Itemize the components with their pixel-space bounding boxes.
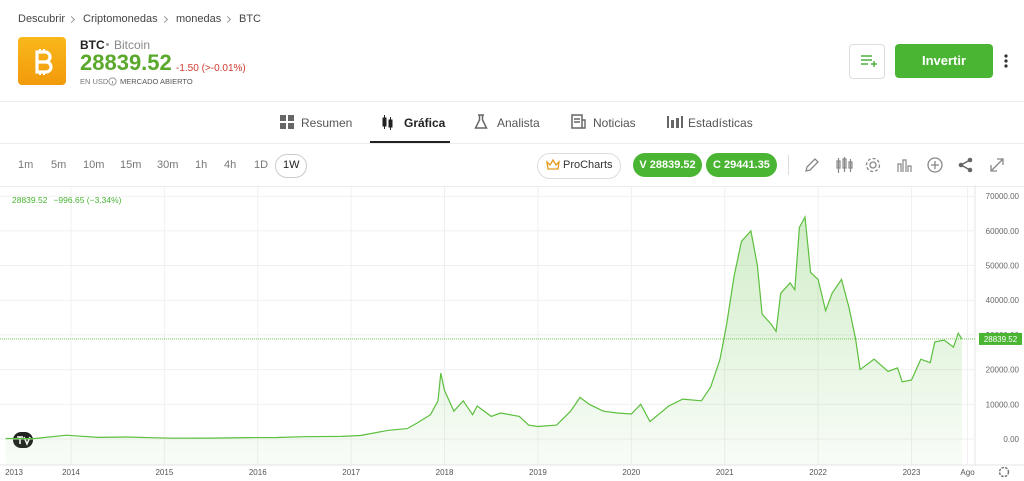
x-tick-label: Ago bbox=[960, 468, 975, 477]
divider bbox=[0, 143, 1024, 144]
area-fill bbox=[5, 217, 962, 465]
crown-icon bbox=[546, 159, 560, 170]
timeframe[interactable]: 10m bbox=[83, 159, 105, 171]
market-status: MERCADO ABIERTO bbox=[120, 77, 193, 86]
breadcrumb-item[interactable]: Descubrir bbox=[18, 13, 66, 25]
x-tick-label: 2016 bbox=[249, 468, 267, 477]
breadcrumb-separator bbox=[67, 15, 76, 24]
buy-button[interactable]: C 29441.35 bbox=[706, 153, 777, 177]
tab[interactable]: Estadísticas bbox=[688, 116, 753, 130]
timeframe[interactable]: 5m bbox=[51, 159, 67, 171]
invest-button[interactable]: Invertir bbox=[895, 44, 993, 78]
breadcrumb-separator bbox=[223, 15, 232, 24]
breadcrumb-item[interactable]: Criptomonedas bbox=[83, 13, 158, 25]
info-icon bbox=[108, 77, 117, 86]
tab[interactable]: Analista bbox=[497, 116, 540, 130]
y-tick-label: 50000.00 bbox=[986, 262, 1020, 271]
timeframe[interactable]: 1h bbox=[195, 159, 208, 171]
timeframe[interactable]: 1W bbox=[283, 159, 300, 171]
divider bbox=[0, 186, 1024, 187]
timeframe-selected-box bbox=[275, 154, 307, 178]
breadcrumb-item[interactable]: monedas bbox=[176, 13, 222, 25]
toolbar-divider bbox=[788, 155, 789, 175]
coin-name: Bitcoin bbox=[114, 38, 151, 52]
symbol: BTC bbox=[80, 38, 105, 52]
last-price-label: 28839.52 bbox=[984, 335, 1018, 344]
x-tick-label: 2019 bbox=[529, 468, 547, 477]
y-tick-label: 60000.00 bbox=[986, 227, 1020, 236]
currency: EN USD bbox=[80, 77, 109, 86]
coin-logo bbox=[18, 37, 66, 85]
x-tick-label: 2020 bbox=[622, 468, 640, 477]
y-tick-label: 20000.00 bbox=[986, 366, 1020, 375]
watchlist-icon bbox=[861, 55, 877, 67]
sell-button[interactable]: V 28839.52 bbox=[633, 153, 702, 177]
breadcrumb-separator bbox=[160, 15, 169, 24]
price: 28839.52 bbox=[80, 50, 172, 75]
x-tick-label: 2018 bbox=[436, 468, 454, 477]
logo-icon bbox=[35, 49, 53, 75]
tab-icons bbox=[280, 114, 683, 130]
price-change: -1.50 (>-0.01%) bbox=[176, 63, 246, 74]
price-chart: 0.0010000.0020000.0030000.0040000.005000… bbox=[0, 185, 1024, 478]
info-change: −996.65 (−3.34%) bbox=[53, 195, 121, 205]
dot-separator bbox=[106, 43, 109, 46]
last-price-tag bbox=[979, 332, 1022, 345]
y-tick-label: 70000.00 bbox=[986, 192, 1020, 201]
more-menu[interactable] bbox=[1003, 53, 1009, 69]
timeframe[interactable]: 30m bbox=[157, 159, 179, 171]
info-price: 28839.52 bbox=[12, 195, 48, 205]
x-tick-label: 2013 bbox=[5, 468, 23, 477]
procharts-label[interactable]: ProCharts bbox=[563, 159, 613, 171]
x-tick-label: 2017 bbox=[342, 468, 360, 477]
x-tick-label: 2014 bbox=[62, 468, 80, 477]
x-tick-label: 2021 bbox=[716, 468, 734, 477]
timeframe[interactable]: 1D bbox=[254, 159, 269, 171]
tab[interactable]: Noticias bbox=[593, 116, 636, 130]
tab[interactable]: Gráfica bbox=[404, 116, 446, 130]
breadcrumb-item: BTC bbox=[239, 13, 261, 25]
y-tick-label: 40000.00 bbox=[986, 296, 1020, 305]
x-tick-label: 2015 bbox=[155, 468, 173, 477]
timeframe[interactable]: 1m bbox=[18, 159, 34, 171]
watchlist-button[interactable] bbox=[849, 44, 885, 79]
y-tick-label: 10000.00 bbox=[986, 400, 1020, 409]
x-tick-label: 2022 bbox=[809, 468, 827, 477]
active-tab-underline bbox=[370, 141, 450, 143]
timeframe[interactable]: 15m bbox=[120, 159, 142, 171]
settings-icon[interactable] bbox=[998, 466, 1010, 478]
price-line bbox=[5, 214, 963, 440]
x-tick-label: 2023 bbox=[903, 468, 921, 477]
timeframe[interactable]: 4h bbox=[224, 159, 237, 171]
toolbar-icons bbox=[805, 157, 1004, 173]
procharts-box[interactable] bbox=[537, 153, 621, 179]
y-tick-label: 0.00 bbox=[1003, 435, 1019, 444]
tab[interactable]: Resumen bbox=[301, 116, 353, 130]
divider bbox=[0, 101, 1024, 102]
